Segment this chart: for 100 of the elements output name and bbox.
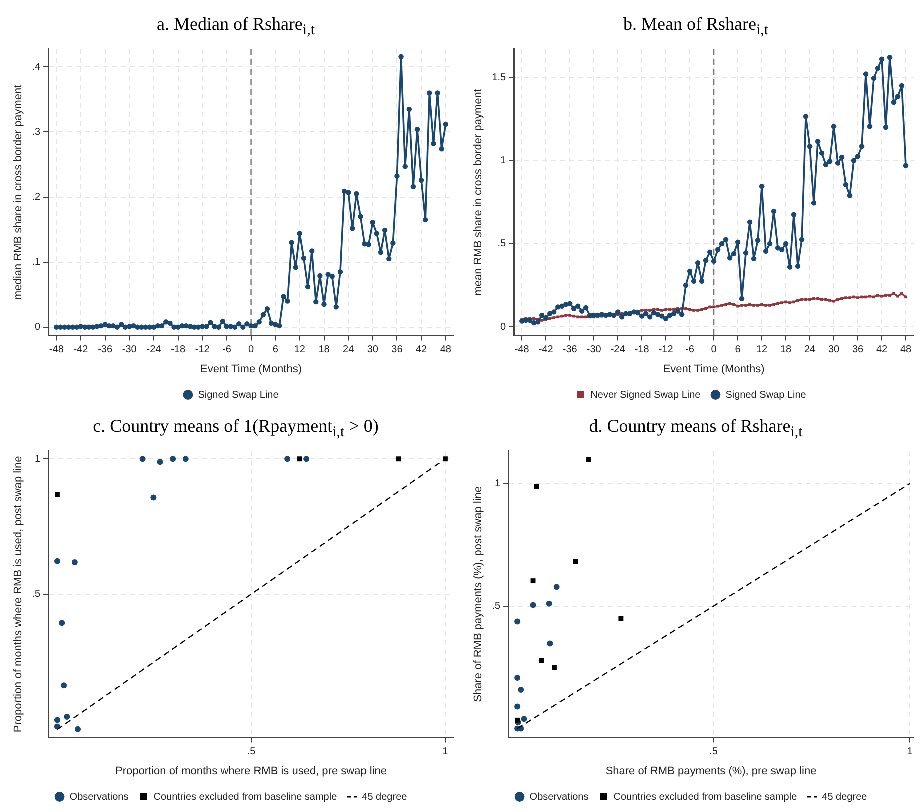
x-tick-label: 18 bbox=[318, 344, 330, 356]
point bbox=[530, 602, 536, 608]
x-tick-label: 30 bbox=[367, 344, 379, 356]
x-tick-label: -36 bbox=[562, 344, 578, 356]
point bbox=[54, 717, 60, 724]
y-tick-label: 1.5 bbox=[492, 72, 507, 84]
x-tick-label: -36 bbox=[98, 344, 113, 356]
y-tick-label: .5 bbox=[492, 601, 501, 612]
legend-label: Signed Swap Line bbox=[198, 390, 280, 401]
x-tick-label: 36 bbox=[852, 344, 864, 356]
y-tick-label: .2 bbox=[32, 192, 41, 204]
y-tick-label: 1 bbox=[500, 156, 507, 167]
point bbox=[72, 559, 78, 566]
y-tick-label: 0 bbox=[500, 322, 507, 333]
point bbox=[59, 620, 66, 626]
x-tick-label: 36 bbox=[392, 344, 404, 356]
point bbox=[54, 492, 60, 498]
point bbox=[539, 658, 544, 664]
y-axis-title: Proportion of months where RMB is used, post swap line bbox=[12, 456, 25, 733]
x-tick-label: -48 bbox=[514, 344, 530, 356]
x-tick-label: 1 bbox=[907, 746, 914, 758]
chart-title: b. Mean of Rshare$_{i,t}$ bbox=[622, 13, 770, 40]
chart-title: d. Country means of Rshare$_{i,t}$ bbox=[588, 415, 804, 442]
point bbox=[618, 616, 624, 621]
x-tick-label: -30 bbox=[122, 344, 138, 356]
y-tick-label: .5 bbox=[498, 238, 507, 250]
x-tick-label: 12 bbox=[756, 344, 768, 356]
x-tick-label: 18 bbox=[780, 344, 792, 356]
legend-label: Observations bbox=[530, 792, 589, 803]
x-tick-label: -12 bbox=[195, 344, 210, 356]
point bbox=[515, 718, 520, 723]
x-tick-label: -6 bbox=[686, 344, 695, 356]
point bbox=[547, 640, 554, 647]
legend-label: Signed Swap Line bbox=[726, 390, 807, 401]
point bbox=[396, 456, 402, 462]
point bbox=[284, 456, 291, 462]
legend-label: 45 degree bbox=[822, 792, 868, 803]
point bbox=[514, 675, 521, 682]
point bbox=[586, 457, 592, 462]
y-tick-label: .1 bbox=[32, 257, 41, 268]
chart-title: a. Median of Rshare$_{i,t}$ bbox=[156, 13, 316, 40]
x-tick-label: 0 bbox=[248, 344, 254, 356]
y-axis-title: mean RMB share in cross border payment bbox=[472, 89, 485, 296]
x-tick-label: -24 bbox=[610, 344, 626, 356]
point bbox=[75, 726, 82, 732]
x-tick-label: -18 bbox=[171, 344, 186, 356]
point bbox=[182, 456, 189, 462]
point bbox=[54, 558, 60, 564]
x-tick-label: -42 bbox=[538, 344, 554, 356]
x-tick-label: -42 bbox=[74, 344, 89, 356]
point bbox=[521, 716, 528, 722]
x-tick-label: -24 bbox=[146, 344, 162, 356]
y-axis-title: median RMB share in cross border payment bbox=[12, 84, 25, 300]
legend-label: Countries excluded from baseline sample bbox=[154, 792, 338, 803]
y-tick-label: 0 bbox=[34, 322, 41, 334]
x-tick-label: 1 bbox=[442, 746, 449, 758]
x-tick-label: 24 bbox=[343, 344, 355, 356]
point bbox=[150, 494, 157, 501]
point bbox=[554, 584, 560, 590]
y-tick-label: 1 bbox=[494, 478, 501, 490]
x-tick-label: -6 bbox=[222, 344, 232, 356]
point bbox=[514, 618, 521, 625]
point bbox=[514, 704, 521, 710]
y-tick-label: 1 bbox=[34, 454, 41, 465]
point bbox=[297, 456, 302, 462]
x-tick-label: 42 bbox=[416, 344, 428, 356]
y-tick-label: .4 bbox=[32, 62, 41, 73]
legend-label: 45 degree bbox=[362, 792, 408, 803]
point bbox=[573, 559, 578, 564]
x-tick-label: 6 bbox=[735, 344, 742, 356]
x-tick-label: -12 bbox=[658, 344, 674, 356]
y-tick-label: .5 bbox=[32, 589, 41, 600]
x-tick-label: 48 bbox=[440, 344, 452, 356]
x-tick-label: -18 bbox=[634, 344, 650, 356]
point bbox=[546, 600, 552, 607]
x-tick-label: 0 bbox=[711, 344, 718, 356]
point bbox=[518, 687, 524, 694]
legend-label: Observations bbox=[70, 792, 129, 803]
point bbox=[530, 578, 536, 584]
x-tick-label: -30 bbox=[586, 344, 602, 356]
x-tick-label: 48 bbox=[900, 344, 912, 356]
x-tick-label: .5 bbox=[710, 746, 718, 758]
y-axis-title: Share of RMB payments (%), post swap line bbox=[472, 486, 485, 702]
x-tick-label: .5 bbox=[247, 746, 256, 758]
x-tick-label: -48 bbox=[49, 344, 64, 356]
x-tick-label: 30 bbox=[828, 344, 840, 356]
point bbox=[140, 456, 146, 462]
x-axis-title: Proportion of months where RMB is used, pre swap line bbox=[116, 765, 388, 778]
point bbox=[170, 456, 176, 462]
chart-title: c. Country means of 1(Rpayment$_{i,t}$ > 0) bbox=[92, 415, 380, 442]
point bbox=[64, 714, 70, 720]
x-tick-label: 42 bbox=[876, 344, 888, 356]
x-axis-title: Share of RMB payments (%), pre swap line bbox=[606, 765, 817, 778]
y-tick-label: .3 bbox=[32, 126, 41, 138]
point bbox=[61, 682, 68, 689]
x-tick-label: 6 bbox=[272, 344, 279, 356]
x-axis-title: Event Time (Months) bbox=[663, 363, 765, 376]
legend-label: Countries excluded from baseline sample bbox=[614, 792, 798, 803]
x-tick-label: 24 bbox=[804, 344, 816, 356]
point bbox=[304, 456, 310, 462]
